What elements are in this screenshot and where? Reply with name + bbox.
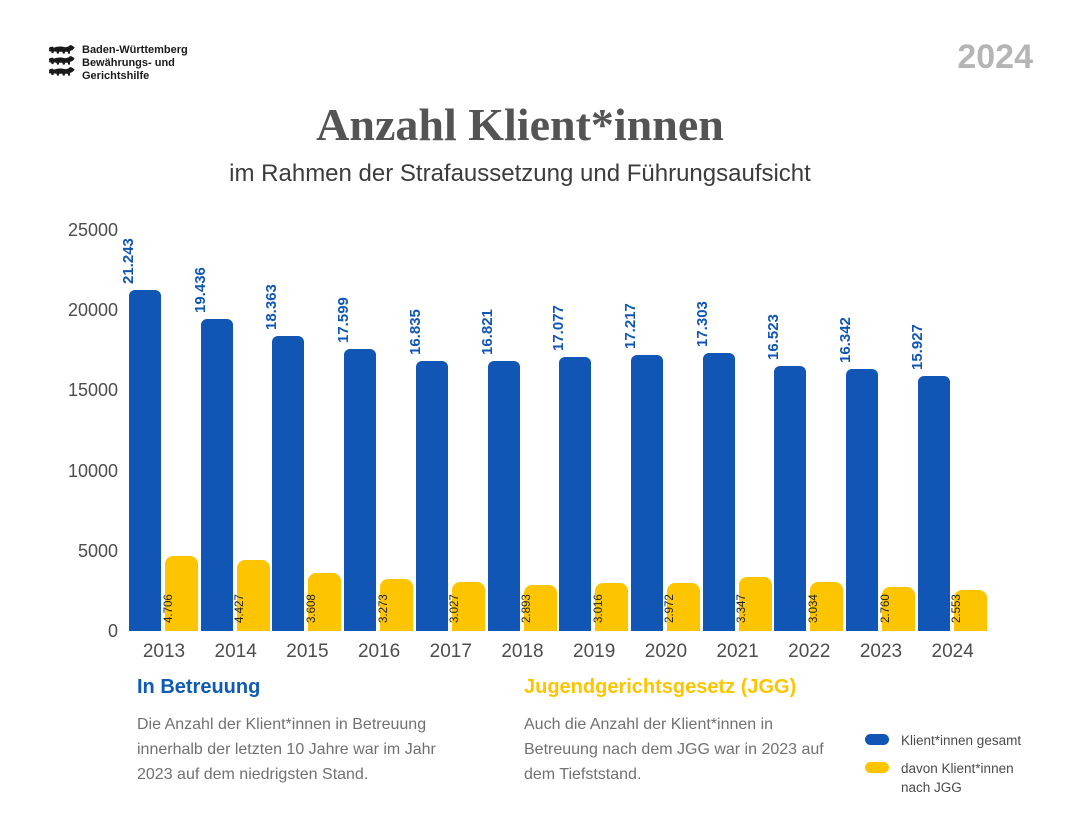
bar-jgg-2023 xyxy=(882,586,915,631)
bar-total-2017 xyxy=(415,360,448,631)
x-axis-label-2018: 2018 xyxy=(501,641,544,662)
report-year: 2024 xyxy=(957,38,1033,76)
bar-total-2015 xyxy=(272,336,305,631)
bar-jgg-2021 xyxy=(738,577,772,631)
legend-swatch-total xyxy=(865,734,889,745)
bar-total-2019 xyxy=(559,357,592,631)
x-axis-label-2023: 2023 xyxy=(859,641,903,662)
bar-jgg-value-2017: 3.027 xyxy=(449,594,462,623)
bar-jgg-value-2021: 3.347 xyxy=(736,594,749,623)
x-axis-label-2017: 2017 xyxy=(429,641,472,662)
legend-item-total: Klient*innen gesamt xyxy=(865,731,1026,750)
y-axis-tick-label: 20000 xyxy=(67,300,118,321)
bw-three-lions-icon xyxy=(48,44,75,77)
bar-total-value-2024: 15.927 xyxy=(908,323,926,370)
bar-jgg-value-2020: 2.972 xyxy=(664,594,677,623)
x-axis-label-2013: 2013 xyxy=(142,641,186,662)
x-axis-label-2014: 2014 xyxy=(214,641,257,662)
bar-jgg-value-2014: 4.427 xyxy=(234,594,247,623)
x-axis-label-2024: 2024 xyxy=(931,641,974,662)
bar-total-value-2020: 17.217 xyxy=(621,302,639,349)
bar-jgg-2022 xyxy=(810,582,844,631)
bar-total-2016 xyxy=(344,348,377,631)
bar-jgg-2017 xyxy=(451,582,485,631)
bar-jgg-2014 xyxy=(236,559,270,631)
bar-total-2020 xyxy=(630,354,663,631)
bar-total-2018 xyxy=(487,361,520,631)
x-axis-label-2016: 2016 xyxy=(357,641,401,662)
chart-legend: Klient*innen gesamt davon Klient*innen n… xyxy=(865,731,1026,806)
bar-jgg-value-2016: 3.273 xyxy=(377,594,390,623)
page-subtitle: im Rahmen der Strafaussetzung und Führun… xyxy=(229,160,811,187)
y-axis-tick-label: 0 xyxy=(107,621,118,641)
bar-total-2014 xyxy=(200,319,233,631)
legend-label-jgg: davon Klient*innen nach JGG xyxy=(901,761,1014,795)
bar-total-value-2022: 16.523 xyxy=(765,314,783,360)
bar-total-2023 xyxy=(846,368,878,631)
bar-total-2021 xyxy=(702,353,735,631)
section-heading-in-betreuung: In Betreuung xyxy=(137,676,261,698)
bar-jgg-2018 xyxy=(523,584,557,631)
bar-total-value-2017: 16.835 xyxy=(406,309,424,355)
logo-line-2: Bewährungs- und xyxy=(82,57,175,69)
bar-total-value-2019: 17.077 xyxy=(550,305,568,352)
x-axis-label-2021: 2021 xyxy=(716,641,759,662)
bar-jgg-value-2013: 4.706 xyxy=(162,594,175,623)
bar-jgg-2024 xyxy=(953,590,987,631)
section-text-in-betreuung: Die Anzahl der Klient*innen in Betreuung… xyxy=(137,716,436,783)
bar-total-value-2014: 19.436 xyxy=(191,267,209,314)
bar-total-value-2023: 16.342 xyxy=(837,316,854,363)
bar-total-value-2021: 17.303 xyxy=(693,301,711,348)
x-axis-label-2022: 2022 xyxy=(788,641,831,662)
bw-logo: Baden-Württemberg Bewährungs- und Gerich… xyxy=(48,44,188,83)
bar-total-2024 xyxy=(917,375,950,631)
bar-jgg-2015 xyxy=(308,573,342,631)
legend-label-total: Klient*innen gesamt xyxy=(901,733,1022,748)
y-axis-tick-label: 10000 xyxy=(67,460,118,481)
bar-jgg-value-2022: 3.034 xyxy=(807,594,820,623)
y-axis-tick-label: 15000 xyxy=(67,380,118,401)
x-axis-label-2015: 2015 xyxy=(286,641,329,662)
logo-text: Baden-Württemberg Bewährungs- und Gerich… xyxy=(82,44,188,83)
section-text-jgg: Auch die Anzahl der Klient*innen in Betr… xyxy=(524,716,824,783)
x-axis-label-2020: 2020 xyxy=(644,641,688,662)
bar-jgg-value-2019: 3.016 xyxy=(592,594,605,623)
bar-jgg-value-2018: 2.893 xyxy=(521,594,533,623)
bar-jgg-value-2024: 2.553 xyxy=(951,594,964,623)
bar-jgg-value-2015: 3.608 xyxy=(305,594,318,623)
bar-jgg-value-2023: 2.760 xyxy=(879,594,892,623)
legend-swatch-jgg xyxy=(865,762,889,773)
bar-jgg-2013 xyxy=(165,555,198,631)
bar-jgg-2019 xyxy=(595,582,629,631)
y-axis-tick-label: 5000 xyxy=(77,540,118,561)
logo-line-1: Baden-Württemberg xyxy=(82,44,188,56)
bar-total-value-2013: 21.243 xyxy=(120,238,137,285)
section-heading-jgg: Jugendgerichtsgesetz (JGG) xyxy=(524,676,797,698)
x-axis-label-2019: 2019 xyxy=(573,641,616,662)
bar-total-value-2015: 18.363 xyxy=(263,284,281,331)
y-axis-tick-label: 25000 xyxy=(67,220,118,240)
page-title: Anzahl Klient*innen xyxy=(316,99,724,150)
bar-jgg-2016 xyxy=(380,578,414,631)
bar-total-value-2018: 16.821 xyxy=(478,309,496,356)
logo-line-3: Gerichtshilfe xyxy=(82,70,150,82)
bar-total-2013 xyxy=(129,290,161,631)
bar-total-2022 xyxy=(774,365,807,631)
bar-jgg-2020 xyxy=(666,583,700,631)
legend-item-jgg: davon Klient*innen nach JGG xyxy=(865,759,1026,797)
bar-total-value-2016: 17.599 xyxy=(335,296,353,343)
